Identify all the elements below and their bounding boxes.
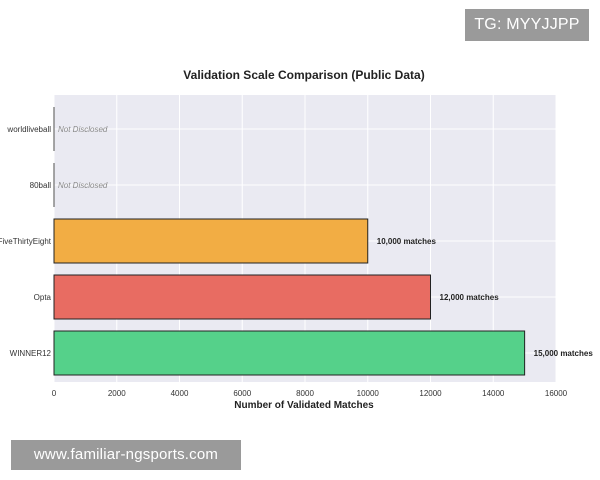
x-tick-label: 8000 xyxy=(296,389,314,398)
bar-value-label: 10,000 matches xyxy=(377,237,437,246)
watermark-telegram: TG: MYYJJPP xyxy=(465,9,589,41)
bar xyxy=(53,274,431,320)
bar xyxy=(53,218,369,264)
y-tick-label: worldliveball xyxy=(6,125,51,134)
bar-value-label: Not Disclosed xyxy=(58,125,108,134)
x-tick-label: 12000 xyxy=(419,389,442,398)
bar xyxy=(53,330,526,376)
y-tick-label: Opta xyxy=(34,293,52,302)
bar-value-label: 12,000 matches xyxy=(440,293,500,302)
x-tick-label: 4000 xyxy=(171,389,189,398)
bar-value-label: 15,000 matches xyxy=(534,349,594,358)
x-tick-label: 16000 xyxy=(545,389,568,398)
chart-title: Validation Scale Comparison (Public Data… xyxy=(183,68,424,82)
watermark-website: www.familiar-ngsports.com xyxy=(11,440,241,470)
x-tick-label: 2000 xyxy=(108,389,126,398)
y-tick-label: 80ball xyxy=(30,181,52,190)
x-tick-label: 14000 xyxy=(482,389,505,398)
bar-value-label: Not Disclosed xyxy=(58,181,108,190)
y-tick-label: FiveThirtyEight xyxy=(0,237,52,246)
x-axis-label: Number of Validated Matches xyxy=(234,400,374,411)
y-tick-label: WINNER12 xyxy=(10,349,52,358)
x-tick-label: 10000 xyxy=(357,389,380,398)
x-tick-label: 6000 xyxy=(233,389,251,398)
x-tick-label: 0 xyxy=(52,389,57,398)
